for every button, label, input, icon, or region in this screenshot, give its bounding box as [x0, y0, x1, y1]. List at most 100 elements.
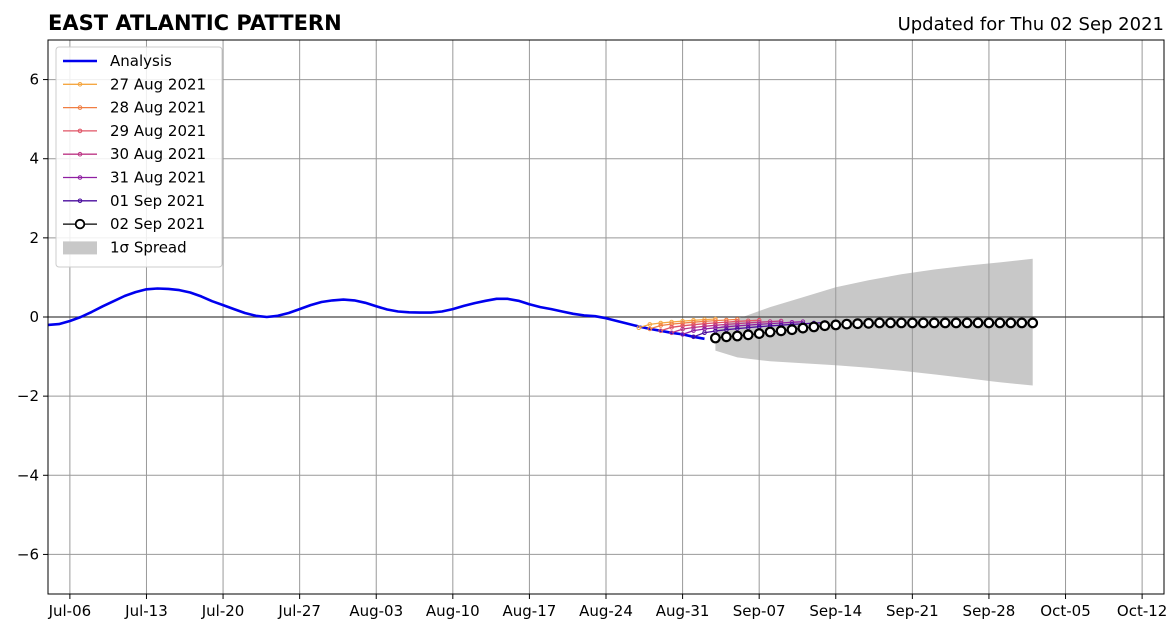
- current-forecast-point: [950, 317, 962, 329]
- legend-label: 31 Aug 2021: [110, 169, 206, 187]
- forecast-point: [636, 325, 642, 331]
- forecast-point: [647, 326, 653, 332]
- legend-label: 1σ Spread: [110, 238, 187, 256]
- forecast-point: [691, 325, 696, 330]
- forecast-point: [680, 332, 685, 337]
- current-forecast-point: [928, 317, 940, 329]
- current-forecast-point: [830, 319, 842, 331]
- x-tick-label: Oct-05: [1040, 602, 1090, 620]
- forecast-point: [691, 322, 696, 328]
- current-forecast-point: [808, 321, 820, 333]
- x-tick-label: Jul-27: [277, 602, 321, 620]
- current-forecast-point: [896, 317, 907, 329]
- forecast-point: [745, 322, 751, 328]
- forecast-point: [735, 326, 740, 331]
- current-forecast-point: [721, 331, 732, 343]
- grid-layer: [48, 40, 1164, 594]
- forecast-line: [671, 320, 782, 334]
- legend-swatch-marker: [74, 218, 86, 230]
- forecast-point: [669, 325, 674, 330]
- current-forecast-point: [852, 318, 863, 330]
- legend-label: 30 Aug 2021: [110, 145, 206, 163]
- spread-layer: [715, 258, 1033, 386]
- forecast-point: [735, 323, 740, 329]
- y-tick-label: −6: [17, 545, 39, 563]
- forecast-point: [669, 330, 674, 336]
- legend-box: [55, 46, 223, 268]
- current-forecast-point: [917, 317, 929, 329]
- current-forecast-point: [797, 322, 809, 334]
- x-tick-label: Sep-21: [886, 602, 939, 620]
- current-forecast-point: [907, 317, 918, 329]
- legend-swatch-spread: [63, 241, 97, 255]
- chart-title: EAST ATLANTIC PATTERN: [48, 11, 342, 35]
- legend-label: 28 Aug 2021: [110, 99, 206, 117]
- forecast-point: [658, 320, 664, 326]
- forecast-point: [647, 322, 653, 327]
- y-tick-label: 2: [29, 229, 39, 247]
- y-tick-label: −2: [17, 387, 39, 405]
- forecast-point: [680, 320, 685, 326]
- legend-label: Analysis: [110, 52, 172, 70]
- forecast-point: [691, 319, 696, 325]
- series-layer: [47, 287, 1039, 344]
- forecast-point: [658, 328, 664, 334]
- current-forecast-point: [1016, 317, 1028, 329]
- x-tick-label: Jul-13: [124, 602, 168, 620]
- legend-label: 29 Aug 2021: [110, 122, 206, 140]
- x-tick-label: Sep-07: [733, 602, 786, 620]
- forecast-point: [691, 328, 696, 333]
- analysis-line: [47, 287, 705, 341]
- x-tick-label: Aug-03: [349, 602, 403, 620]
- forecast-point: [724, 324, 729, 330]
- current-forecast-point: [742, 329, 754, 341]
- x-tick-label: Aug-10: [426, 602, 480, 620]
- forecast-point: [702, 324, 707, 329]
- legend-swatch-marker: [77, 198, 83, 204]
- x-tick-label: Sep-28: [963, 602, 1016, 620]
- x-tick-label: Oct-12: [1117, 602, 1167, 620]
- current-forecast-point: [731, 330, 743, 342]
- forecast-line: [660, 319, 760, 332]
- forecast-point: [691, 334, 696, 340]
- current-forecast-point: [994, 317, 1006, 329]
- forecast-point: [658, 323, 664, 328]
- legend-label: 02 Sep 2021: [110, 215, 205, 233]
- legend-swatch-marker: [77, 151, 83, 157]
- x-tick-label: Aug-24: [579, 602, 633, 620]
- tick-layer: Jul-06 Jul-13 Jul-20 Jul-27 Aug-03 Aug-10 Aug-…: [17, 71, 1167, 620]
- legend-label: 01 Sep 2021: [110, 192, 205, 210]
- y-tick-label: 6: [29, 71, 39, 89]
- legend-label: 27 Aug 2021: [110, 75, 206, 93]
- forecast-point: [680, 326, 685, 332]
- y-tick-label: 0: [29, 308, 39, 326]
- y-tick-label: 4: [29, 150, 39, 168]
- forecast-point: [702, 330, 707, 336]
- current-forecast-point: [819, 320, 831, 332]
- y-tick-label: −4: [17, 466, 39, 484]
- current-forecast-point: [1005, 317, 1017, 329]
- legend: Analysis 27 Aug 2021 28 Aug 2021 29 Aug 202…: [55, 46, 223, 268]
- current-forecast-point: [874, 317, 885, 329]
- current-forecast-point: [961, 317, 973, 329]
- current-forecast-point: [885, 317, 896, 329]
- legend-swatch-marker: [77, 82, 83, 87]
- current-forecast-point: [972, 317, 984, 329]
- x-tick-label: Sep-14: [809, 602, 862, 620]
- current-forecast-point: [939, 317, 951, 329]
- legend-swatch-marker: [77, 128, 83, 134]
- x-tick-label: Jul-06: [48, 602, 92, 620]
- chart-subtitle: Updated for Thu 02 Sep 2021: [898, 14, 1164, 35]
- current-forecast-point: [786, 324, 798, 336]
- current-forecast-point: [753, 328, 765, 340]
- forecast-point: [713, 323, 718, 328]
- current-forecast-point: [764, 326, 776, 338]
- current-forecast-point: [983, 317, 995, 329]
- legend-swatch-marker: [77, 175, 83, 180]
- forecast-point: [702, 321, 707, 327]
- current-forecast-point: [863, 317, 874, 329]
- spread-band: [715, 258, 1033, 386]
- x-tick-label: Jul-20: [201, 602, 245, 620]
- legend-swatch-marker: [77, 105, 83, 110]
